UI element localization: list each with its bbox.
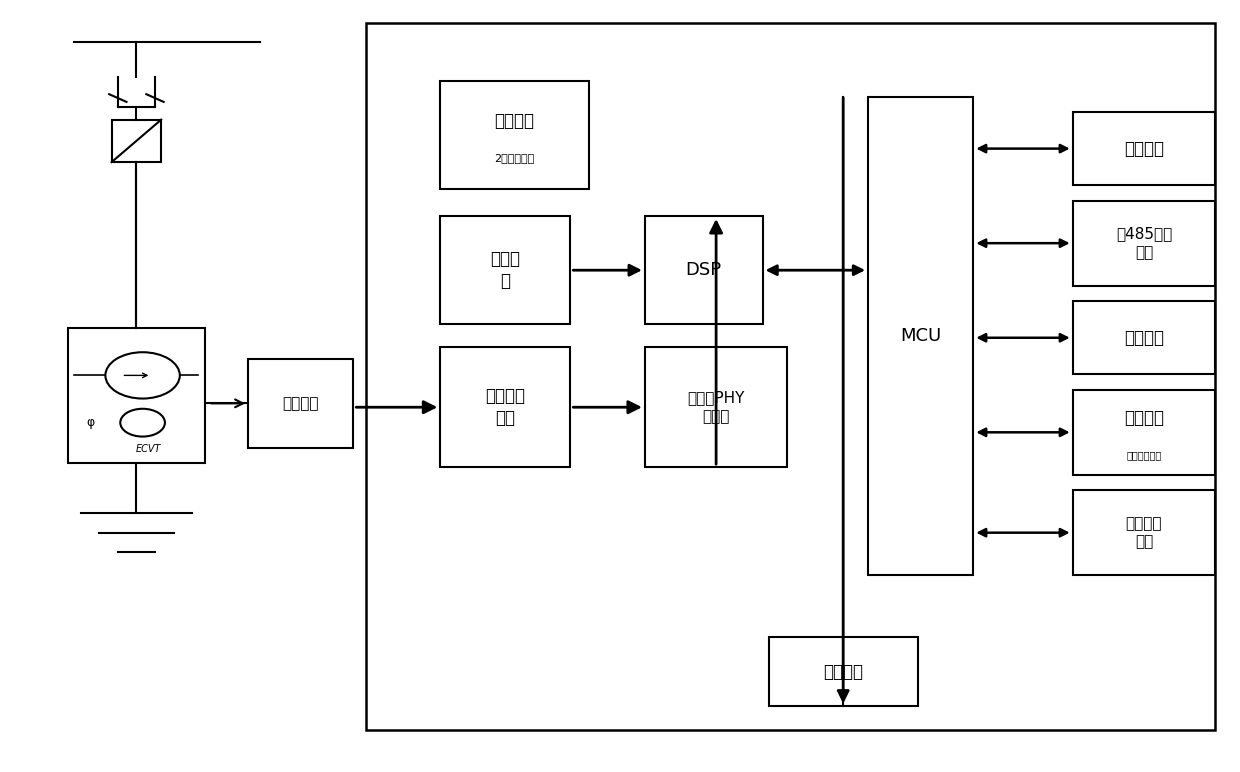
Bar [1073, 390, 1215, 475]
Text: 光纤收发
模块: 光纤收发 模块 [485, 387, 526, 428]
Text: 各次谐波分量: 各次谐波分量 [1126, 451, 1162, 460]
Bar [68, 328, 205, 463]
Bar [440, 216, 570, 324]
Text: 2路开关电源: 2路开关电源 [495, 154, 534, 163]
Bar [1073, 112, 1215, 185]
Text: 双485通讯
接口: 双485通讯 接口 [1116, 226, 1172, 260]
Text: MCU: MCU [900, 327, 941, 345]
Bar [440, 347, 570, 467]
Bar [366, 23, 1215, 730]
Text: 供电单元: 供电单元 [495, 112, 534, 130]
Text: 显示模块: 显示模块 [1123, 409, 1164, 428]
Text: 按键模块: 按键模块 [1123, 329, 1164, 347]
Text: ECVT: ECVT [136, 445, 161, 454]
Text: DSP: DSP [686, 261, 722, 279]
Text: 存储模块: 存储模块 [1123, 140, 1164, 157]
Text: 红外通信
接口: 红外通信 接口 [1126, 516, 1162, 550]
Bar [1073, 301, 1215, 374]
Bar [868, 96, 973, 575]
Bar [248, 359, 353, 448]
Bar [645, 216, 763, 324]
Text: 实时时钟: 实时时钟 [823, 662, 863, 681]
Bar [1073, 490, 1215, 575]
Text: 合并单元: 合并单元 [283, 396, 319, 411]
Text: φ: φ [87, 416, 94, 429]
Bar [769, 637, 918, 706]
Bar [440, 81, 589, 189]
Text: 以太网PHY
控制器: 以太网PHY 控制器 [687, 391, 745, 424]
Bar [112, 120, 161, 162]
Text: 脉冲控
制: 脉冲控 制 [490, 250, 521, 290]
Bar [1073, 201, 1215, 286]
Bar [645, 347, 787, 467]
